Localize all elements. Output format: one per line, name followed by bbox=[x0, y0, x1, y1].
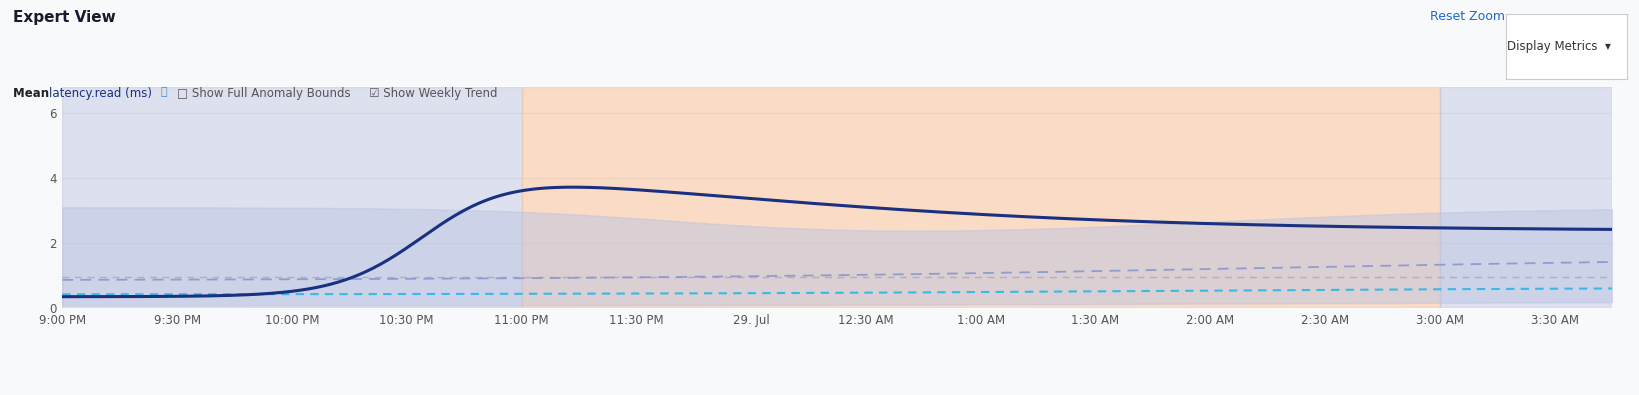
Text: Display Metrics  ▾: Display Metrics ▾ bbox=[1506, 40, 1609, 53]
Text: Mean: Mean bbox=[13, 87, 54, 100]
Bar bbox=[521, 87, 1439, 308]
Text: ☑ Show Weekly Trend: ☑ Show Weekly Trend bbox=[369, 87, 497, 100]
Text: Expert View: Expert View bbox=[13, 10, 116, 25]
Bar bbox=[1439, 87, 1611, 308]
Text: latency.read (ms): latency.read (ms) bbox=[49, 87, 152, 100]
Text: ⓘ: ⓘ bbox=[161, 87, 167, 97]
Bar bbox=[62, 87, 521, 308]
Text: □ Show Full Anomaly Bounds: □ Show Full Anomaly Bounds bbox=[177, 87, 351, 100]
Text: Reset Zoom: Reset Zoom bbox=[1429, 10, 1505, 23]
